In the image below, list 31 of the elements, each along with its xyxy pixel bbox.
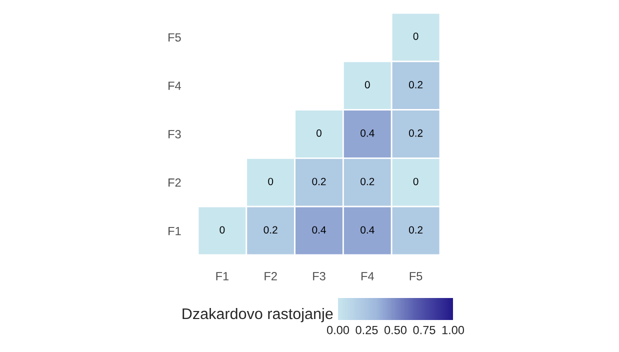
y-tick-label: F5: [168, 33, 181, 42]
y-tick-label: F2: [168, 178, 181, 187]
data-label: 0.2: [312, 178, 326, 186]
x-tick-label: F2: [264, 272, 277, 280]
data-label: 0.2: [408, 129, 423, 137]
data-label: 0: [413, 178, 418, 186]
data-label: 0.2: [264, 226, 278, 234]
x-tick-label: F3: [313, 272, 326, 280]
data-label: 0: [316, 129, 322, 137]
color-bar-label: 0.25: [356, 326, 378, 334]
y-tick-label: F3: [168, 130, 181, 138]
y-tick-label: F4: [168, 82, 181, 90]
color-bar-label: 0.75: [413, 326, 436, 334]
x-tick-label: F4: [361, 272, 374, 280]
color-bar-label: 0.50: [384, 326, 407, 334]
x-tick-label: F1: [216, 272, 229, 280]
data-label: 0: [413, 32, 418, 40]
y-tick-label: F1: [168, 226, 181, 236]
data-label: 0: [364, 81, 370, 88]
data-label: 0.2: [360, 178, 374, 186]
data-label: 0.4: [312, 226, 326, 234]
data-label: 0.4: [360, 129, 374, 137]
x-tick-label: F5: [410, 272, 422, 280]
data-label: 0.4: [360, 226, 374, 234]
data-label: 0.2: [408, 81, 423, 88]
data-label: 0.2: [408, 226, 423, 234]
data-label: 0: [268, 178, 274, 186]
color-bar-label: 0.00: [326, 326, 350, 334]
color-bar-label: 1.00: [442, 326, 464, 334]
color-bar-title: Dzakardovo rastojanje: [182, 308, 333, 322]
data-label: 0: [220, 226, 225, 234]
